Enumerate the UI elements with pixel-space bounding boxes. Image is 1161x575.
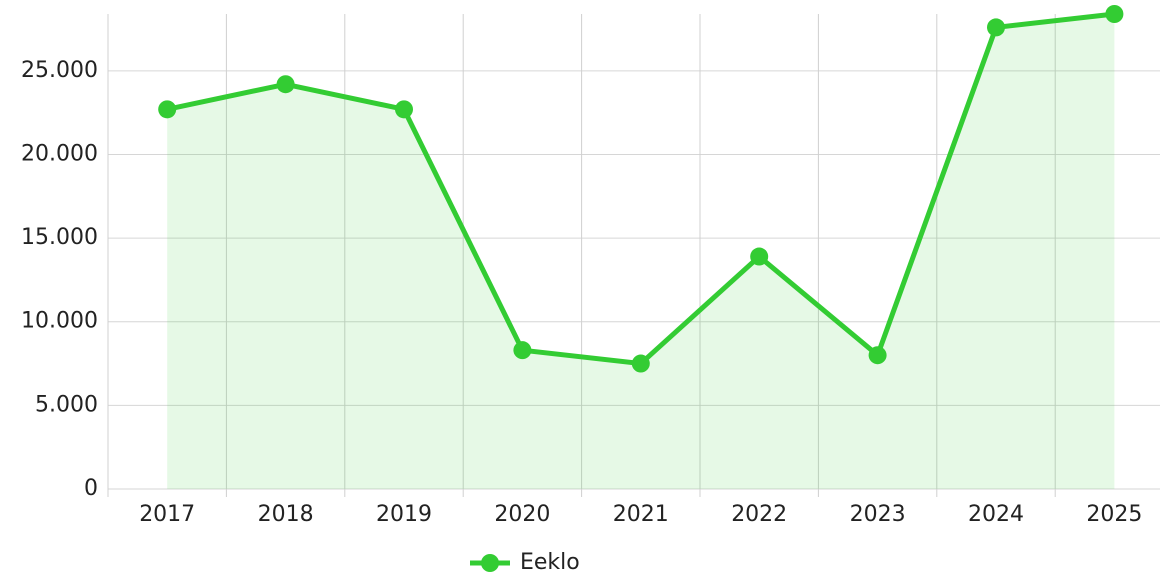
point [868,346,887,365]
x-tick-label: 2023 [850,502,906,527]
point [631,354,650,373]
y-tick-label: 20.000 [21,141,98,166]
y-tick-label: 0 [84,476,98,501]
legend-marker [481,554,499,572]
point [395,100,413,119]
x-tick-label: 2020 [494,502,550,527]
y-tick-label: 10.000 [21,309,98,334]
y-tick-label: 15.000 [21,225,98,250]
point [987,18,1005,37]
area [167,14,1115,489]
x-tick-label: 2025 [1086,502,1142,527]
point [513,341,532,360]
x-tick-label: 2019 [376,502,432,527]
x-tick-label: 2018 [258,502,314,527]
legend-label: Eeklo [520,550,580,575]
x-tick-label: 2021 [613,502,669,527]
x-tick-label: 2017 [139,502,195,527]
y-tick-label: 5.000 [35,392,98,417]
point [1105,5,1124,23]
point [750,247,769,266]
point [158,100,177,119]
point [276,75,295,94]
x-tick-label: 2024 [968,502,1024,527]
y-tick-label: 25.000 [21,58,98,83]
x-tick-label: 2022 [731,502,787,527]
